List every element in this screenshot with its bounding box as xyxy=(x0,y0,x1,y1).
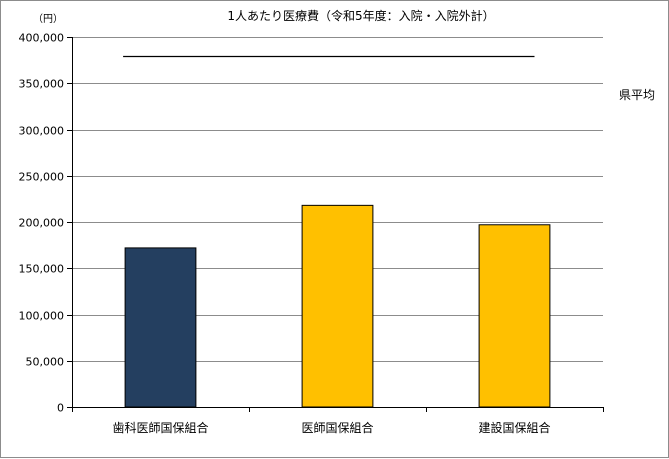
chart-title: 1人あたり医療費（令和5年度：入院・入院外計） xyxy=(227,8,494,23)
y-axis-ticks: 0 50,000 100,000 150,000 200,000 250,000 300,0… xyxy=(19,32,72,415)
y-tick-label: 150,000 xyxy=(19,263,65,276)
y-tick-label: 0 xyxy=(57,402,64,415)
y-tick-label: 100,000 xyxy=(19,310,65,323)
bar-3 xyxy=(478,224,551,408)
x-category-label: 医師国保組合 xyxy=(301,420,373,435)
y-tick-label: 350,000 xyxy=(19,78,65,91)
axes xyxy=(72,37,604,412)
bars xyxy=(124,204,551,408)
y-tick-label: 50,000 xyxy=(26,356,65,369)
bar-1 xyxy=(124,247,197,408)
y-tick-label: 250,000 xyxy=(19,171,65,184)
y-tick-label: 400,000 xyxy=(19,32,65,45)
y-unit-label: （円） xyxy=(33,13,63,25)
y-tick-label: 200,000 xyxy=(19,217,65,230)
x-category-label: 建設国保組合 xyxy=(478,420,550,435)
bar-2 xyxy=(301,204,374,408)
x-axis-labels: 歯科医師国保組合 医師国保組合 建設国保組合 xyxy=(112,420,550,435)
reference-line-label: 県平均 xyxy=(619,88,655,102)
y-tick-label: 300,000 xyxy=(19,125,65,138)
reference-line-group: 県平均 xyxy=(123,55,655,102)
x-category-label: 歯科医師国保組合 xyxy=(112,420,208,435)
